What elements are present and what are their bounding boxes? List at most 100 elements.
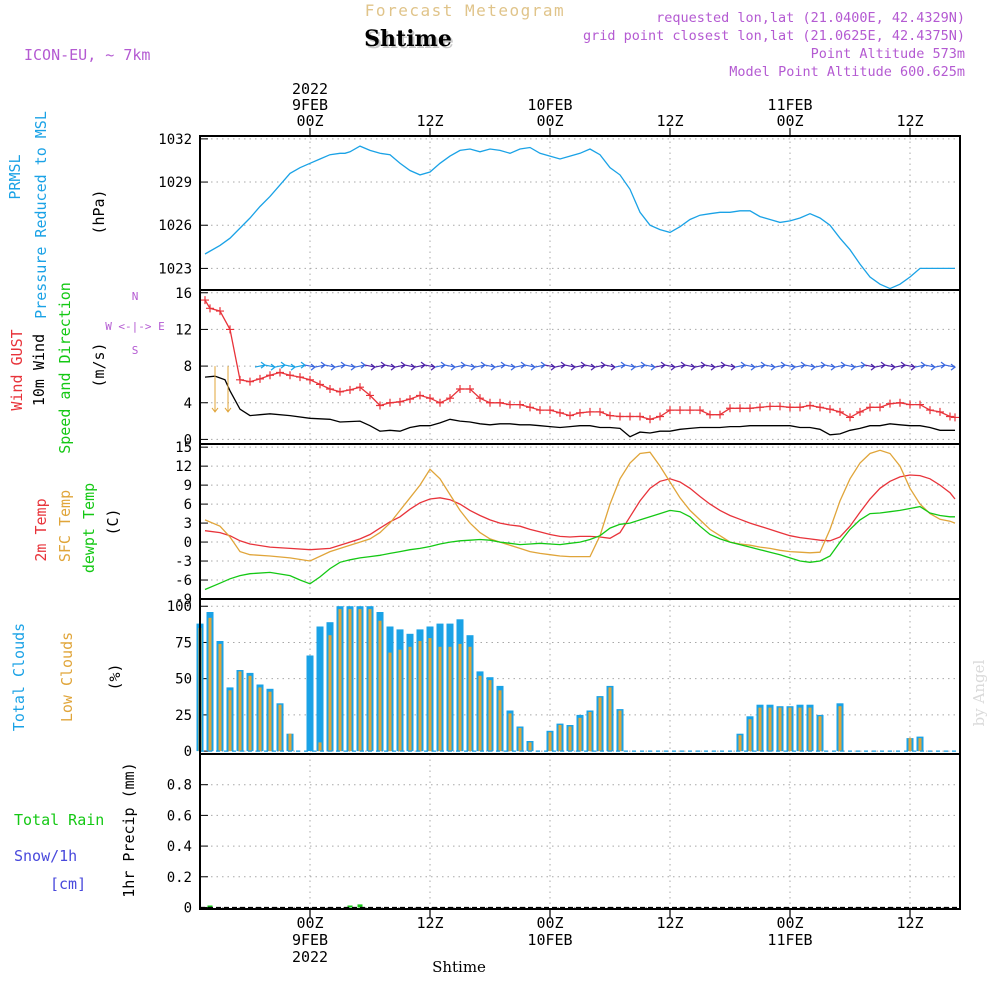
low-cloud-bar [788,707,792,752]
clouds-ytick-label: 75 [175,635,192,651]
gust-point-marker [466,385,474,393]
wind-ytick-label: 4 [184,396,192,412]
gust-point-marker [886,399,894,408]
clouds-ytick-label: 50 [175,672,192,688]
low-clouds-label: Low Clouds [58,632,76,722]
clouds-unit: (%) [106,663,124,690]
wind-direction-arrow [934,361,946,369]
low-cloud-bar [318,742,322,752]
gust-point-marker [366,391,374,400]
low-cloud-bar [428,638,432,752]
wind-arrow-head [211,407,219,413]
precip-ytick-label: 0.6 [167,808,192,824]
precip-unit: 1hr Precip (mm) [120,762,138,897]
low-cloud-bar [358,609,362,752]
low-cloud-bar [748,719,752,752]
gust-point-marker [936,407,944,416]
low-cloud-bar [548,732,552,752]
legend-snow: Snow/1h [14,847,77,865]
info-grid-point: grid point closest lon,lat (21.0625E, 42… [583,28,965,44]
low-cloud-bar [738,735,742,752]
wind-direction-arrow [324,363,336,371]
wind-direction-label: Speed and Direction [56,282,74,454]
temperature-ytick-label: 6 [184,497,192,513]
wind-direction-arrow [844,363,856,371]
precip-panel: 0 0.2 0.4 0.6 0.8 [167,753,961,916]
wind-direction-arrow [264,363,276,371]
top-time-label: 00Z [296,112,323,130]
low-cloud-bar [608,687,612,752]
gust-point-marker [446,394,454,403]
gust-point-marker [556,408,564,417]
compass-west-east: W <-|-> E [105,320,165,333]
gust-point-marker [916,400,924,409]
bottom-time-label: 12Z [656,914,683,932]
low-cloud-bar [398,649,402,752]
gust-point-marker [726,404,734,413]
gust-point-marker [946,412,954,421]
compass-south: S [132,344,139,357]
info-model-altitude: Model Point Altitude 600.625m [729,64,965,80]
model-name: ICON-EU, ~ 7km [24,46,150,64]
low-cloud-bar [618,710,622,752]
wind-direction-arrow [814,361,826,369]
gust-point-marker [866,403,874,412]
wind-direction-arrow [254,361,266,369]
low-cloud-bar [768,707,772,752]
wind-direction-arrow [454,361,466,369]
low-cloud-bar [218,643,222,752]
gust-point-marker [906,400,914,409]
gust-point-marker [536,406,544,415]
wind-direction-arrow [374,361,386,369]
wind-direction-arrow [384,363,396,371]
temperature-panel: -9 -6 -3 0 3 6 9 12 15 [175,440,961,608]
wind-direction-arrow [824,363,836,371]
temperature-ytick-label: -3 [175,554,192,570]
low-cloud-bar [388,652,392,752]
wind-direction-arrow [744,363,756,371]
wind-direction-arrow [724,363,736,371]
precip-ytick-label: 0.2 [167,870,192,886]
total-cloud-bar [306,655,314,752]
low-cloud-bar [588,712,592,752]
wind-direction-arrow [704,363,716,371]
wind-direction-arrow [924,363,936,371]
gust-point-marker [696,406,704,415]
low-cloud-bar [238,671,242,752]
gust-point-marker [666,406,674,415]
low-cloud-bar [228,690,232,752]
low-cloud-bar [328,635,332,752]
temperature-ytick-label: 9 [184,478,192,494]
gust-point-marker [656,412,664,421]
low-cloud-bar [468,646,472,752]
gust-point-marker [356,383,364,392]
top-time-label: 10FEB [527,96,572,114]
gust-point-marker [616,412,624,421]
x-axis-label: Shtime [432,958,486,976]
temperature-ytick-label: 0 [184,535,192,551]
wind-direction-arrow [674,361,686,369]
wind-direction-arrow [894,361,906,369]
temperature-ytick-label: 3 [184,516,192,532]
wind-gust-label: Wind GUST [8,329,26,410]
gust-point-marker [676,406,684,415]
gust-point-marker [436,398,444,407]
gust-point-marker [826,405,834,414]
gust-point-marker [796,403,804,412]
gust-point-marker [526,403,534,412]
gust-point-marker [896,398,904,407]
wind-panel: 0 4 8 12 16 [175,286,961,448]
wind-direction-arrow [464,363,476,371]
clouds-ytick-label: 100 [167,599,192,615]
gust-point-marker [686,406,694,415]
pressure-unit: (hPa) [90,189,108,234]
wind-direction-arrow [414,361,426,369]
precip-ytick-label: 0 [184,900,192,916]
wind-direction-arrow [534,361,546,369]
wind-direction-arrow [434,361,446,369]
gust-point-marker [456,385,464,393]
wind-direction-arrow [474,361,486,369]
wind-ytick-label: 8 [184,359,192,375]
gust-point-marker [336,387,344,396]
gust-point-marker [201,296,209,305]
